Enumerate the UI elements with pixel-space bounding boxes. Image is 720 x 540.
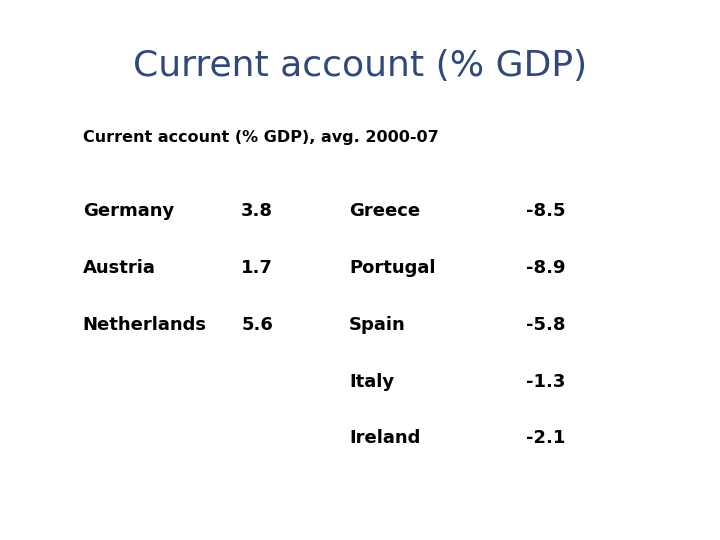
Text: -1.3: -1.3 — [526, 373, 565, 390]
Text: Italy: Italy — [349, 373, 395, 390]
Text: Current account (% GDP), avg. 2000-07: Current account (% GDP), avg. 2000-07 — [83, 130, 438, 145]
Text: Germany: Germany — [83, 202, 174, 220]
Text: Current account (% GDP): Current account (% GDP) — [133, 49, 587, 83]
Text: -5.8: -5.8 — [526, 316, 565, 334]
Text: Netherlands: Netherlands — [83, 316, 207, 334]
Text: Spain: Spain — [349, 316, 406, 334]
Text: 5.6: 5.6 — [241, 316, 273, 334]
Text: -2.1: -2.1 — [526, 429, 565, 447]
Text: 1.7: 1.7 — [241, 259, 273, 277]
Text: 3.8: 3.8 — [241, 202, 273, 220]
Text: Austria: Austria — [83, 259, 156, 277]
Text: Ireland: Ireland — [349, 429, 420, 447]
Text: Greece: Greece — [349, 202, 420, 220]
Text: -8.9: -8.9 — [526, 259, 565, 277]
Text: -8.5: -8.5 — [526, 202, 565, 220]
Text: Portugal: Portugal — [349, 259, 436, 277]
